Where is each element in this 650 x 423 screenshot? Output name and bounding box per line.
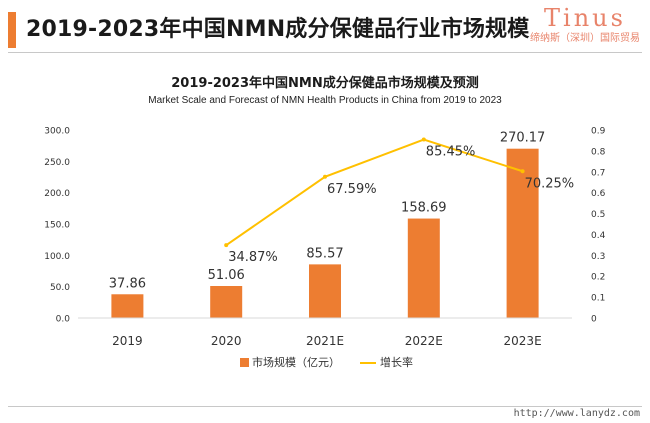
header-accent-bar bbox=[8, 12, 16, 48]
line-point bbox=[520, 169, 525, 174]
right-axis-tick-label: 0.1 bbox=[591, 294, 605, 304]
bar-data-label: 37.86 bbox=[109, 276, 146, 291]
bar-data-label: 85.57 bbox=[306, 246, 343, 261]
left-axis: 0.0 50.0 100.0 150.0 200.0 250.0 300.0 bbox=[44, 127, 70, 325]
left-axis-tick-label: 200.0 bbox=[44, 189, 70, 199]
left-axis-tick-label: 150.0 bbox=[44, 221, 70, 231]
x-axis-tick-label: 2021E bbox=[306, 334, 344, 348]
line-data-label: 34.87% bbox=[228, 250, 278, 265]
bar bbox=[309, 264, 341, 318]
right-axis-tick-label: 0.5 bbox=[591, 210, 605, 220]
line-data-label: 70.25% bbox=[525, 176, 575, 191]
line-point bbox=[421, 137, 426, 142]
bar bbox=[210, 286, 243, 318]
chart-subtitle: Market Scale and Forecast of NMN Health … bbox=[148, 95, 502, 106]
x-axis-tick-label: 2020 bbox=[211, 334, 242, 348]
source-url: http://www.lanydz.com bbox=[513, 408, 640, 419]
bar-data-label: 270.17 bbox=[500, 131, 546, 146]
legend-label-line: 增长率 bbox=[380, 355, 413, 369]
right-axis-tick-label: 0.6 bbox=[591, 189, 606, 199]
x-axis-tick-label: 2022E bbox=[405, 334, 443, 348]
line-point bbox=[224, 243, 229, 248]
legend-swatch-bar bbox=[240, 358, 249, 367]
left-axis-tick-label: 100.0 bbox=[44, 252, 70, 262]
line-data-label: 67.59% bbox=[327, 182, 377, 197]
bar bbox=[111, 294, 144, 318]
growth-rate-line bbox=[225, 138, 523, 246]
page-title: 2019-2023年中国NMN成分保健品行业市场规模 bbox=[26, 17, 530, 42]
bar bbox=[506, 148, 539, 318]
right-axis: 0 0.1 0.2 0.3 0.4 0.5 0.6 0.7 0.8 0.9 bbox=[591, 127, 606, 325]
line-data-label: 85.45% bbox=[426, 145, 476, 160]
right-axis-tick-label: 0.7 bbox=[591, 168, 605, 178]
brand-logo: Tinus 缔纳斯（深圳）国际贸易 bbox=[530, 4, 640, 46]
right-axis-tick-label: 0.9 bbox=[591, 127, 606, 137]
right-axis-tick-label: 0 bbox=[591, 315, 597, 325]
bar-data-label: 158.69 bbox=[401, 201, 447, 216]
line-point bbox=[323, 174, 327, 179]
legend: 市场规模（亿元） 增长率 bbox=[240, 355, 413, 369]
left-axis-tick-label: 50.0 bbox=[50, 283, 70, 293]
left-axis-tick-label: 250.0 bbox=[44, 158, 70, 168]
bar-data-label: 51.06 bbox=[208, 268, 245, 283]
left-axis-tick-label: 300.0 bbox=[44, 127, 70, 137]
line-series: 34.87% 67.59% 85.45% 70.25% bbox=[224, 137, 575, 265]
x-axis: 2019 2020 2021E 2022E 2023E bbox=[78, 317, 572, 348]
legend-label-bar: 市场规模（亿元） bbox=[252, 355, 340, 369]
right-axis-tick-label: 0.3 bbox=[591, 252, 605, 262]
x-axis-tick-label: 2019 bbox=[112, 334, 143, 348]
bar-series: 37.86 51.06 85.57 158.69 270.17 bbox=[109, 131, 546, 318]
right-axis-tick-label: 0.2 bbox=[591, 273, 605, 283]
brand-subtitle: 缔纳斯（深圳）国际贸易 bbox=[530, 33, 640, 44]
right-axis-tick-label: 0.4 bbox=[591, 231, 606, 241]
chart-title: 2019-2023年中国NMN成分保健品市场规模及预测 bbox=[171, 76, 479, 91]
header-divider bbox=[8, 52, 642, 53]
brand-name: Tinus bbox=[544, 4, 626, 32]
x-axis-tick-label: 2023E bbox=[504, 334, 542, 348]
bar bbox=[407, 218, 440, 318]
left-axis-tick-label: 0.0 bbox=[56, 315, 71, 325]
right-axis-tick-label: 0.8 bbox=[591, 147, 606, 157]
footer-divider bbox=[8, 406, 642, 407]
